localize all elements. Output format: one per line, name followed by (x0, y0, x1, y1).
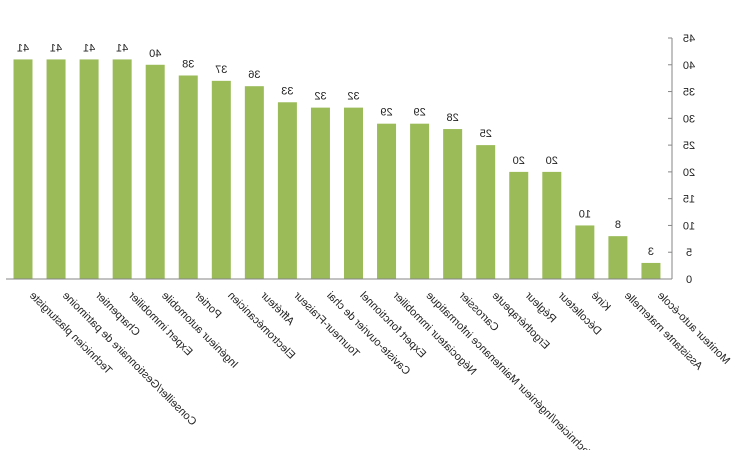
y-tick-label: 25 (683, 140, 695, 152)
bar (641, 262, 661, 279)
category-label: Kiné (589, 290, 613, 314)
data-label: 29 (380, 107, 392, 119)
bar (377, 123, 397, 279)
data-label: 10 (579, 208, 591, 220)
bar (277, 102, 297, 280)
y-tick-label: 45 (683, 33, 695, 45)
data-label: 41 (50, 42, 62, 54)
data-label: 40 (149, 48, 161, 60)
y-tick-label: 20 (683, 167, 695, 179)
data-label: 36 (248, 69, 260, 81)
bar (476, 145, 496, 279)
bar (46, 59, 66, 279)
bar (211, 80, 231, 279)
bar (145, 64, 165, 280)
y-tick-label: 40 (683, 60, 695, 72)
data-label: 29 (413, 107, 425, 119)
data-label: 41 (17, 42, 29, 54)
data-label: 28 (447, 112, 459, 124)
bar (608, 236, 628, 279)
bar (410, 123, 430, 279)
bar (244, 86, 264, 279)
data-label: 32 (314, 91, 326, 103)
bars-layer (13, 59, 661, 280)
bar (443, 129, 463, 279)
y-tick-label: 15 (683, 194, 695, 206)
data-label: 33 (281, 85, 293, 97)
bar (509, 171, 529, 279)
y-tick-label: 10 (683, 220, 695, 232)
y-tick-label: 0 (686, 274, 692, 286)
data-label: 37 (215, 64, 227, 76)
bar (344, 107, 363, 279)
data-label: 25 (480, 128, 492, 140)
category-label: Portier (192, 289, 224, 321)
category-label: Ergothérapeute (490, 290, 552, 352)
bar (79, 59, 99, 279)
bar (542, 171, 562, 279)
bar (178, 75, 198, 279)
y-axis: 0 5 10 15 20 25 30 35 40 45 (6, 33, 695, 286)
data-label: 41 (116, 42, 128, 54)
bar (13, 59, 33, 279)
y-tick-label: 5 (686, 247, 692, 259)
category-labels-layer: Technicien plasturgisteConseiller/Gestio… (27, 289, 732, 455)
bar (310, 107, 330, 279)
data-label: 20 (513, 155, 525, 167)
data-label: 20 (546, 155, 558, 167)
bar (112, 59, 132, 279)
y-tick-label: 30 (683, 113, 695, 125)
data-label: 3 (648, 246, 654, 258)
data-label: 38 (182, 58, 194, 70)
data-label: 8 (615, 219, 621, 231)
data-label: 41 (83, 42, 95, 54)
y-tick-label: 35 (683, 87, 695, 99)
data-label: 32 (347, 91, 359, 103)
data-labels-layer: 41 41 41 41 40 38 37 36 33 32 32 29 29 28 25 20 20 10 8 3 (17, 42, 654, 258)
bar (575, 225, 595, 279)
